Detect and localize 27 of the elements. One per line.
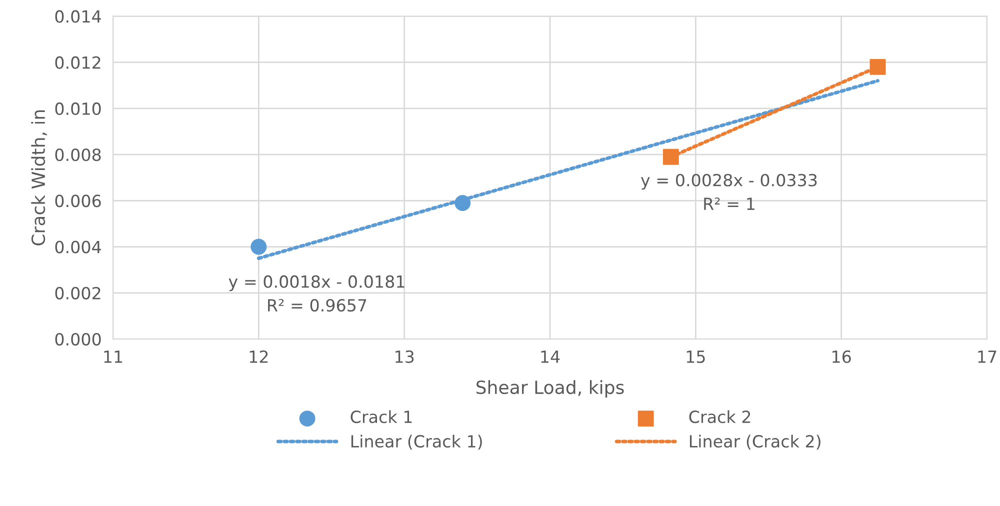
y-tick-label: 0.010: [55, 102, 101, 115]
legend-label: Linear (Crack 1): [351, 434, 482, 450]
x-tick-label: 17: [978, 350, 996, 363]
point: [870, 58, 886, 75]
y-tick-label: 0.006: [55, 194, 101, 208]
point: [250, 238, 267, 255]
legend-label: Crack 2: [689, 410, 750, 424]
x-tick-label: 13: [396, 350, 414, 364]
x-tick-label: 14: [541, 350, 560, 363]
annotation: y = 0.0028x - 0.0333 R² = 1: [640, 174, 817, 210]
legend-label: Linear (Crack 2): [690, 434, 820, 450]
y-tick-label: 0.008: [55, 148, 101, 162]
annotation: y = 0.0018x - 0.0181 R² = 0.9657: [228, 275, 404, 312]
point: [454, 194, 471, 211]
y-axis-title: Crack Width, in: [31, 110, 47, 246]
legend-label: Crack 1: [350, 410, 412, 424]
x-axis-title: Shear Load, kips: [476, 380, 624, 398]
x-tick-label: 12: [250, 350, 268, 363]
y-tick-label: 0.004: [55, 240, 101, 254]
x-tick-label: 11: [104, 350, 122, 363]
y-tick-label: 0.014: [55, 10, 101, 23]
x-tick-label: 15: [686, 350, 705, 364]
y-tick-label: 0.012: [55, 56, 100, 69]
point: [662, 148, 679, 165]
y-tick-label: 0.000: [55, 332, 101, 346]
x-tick-label: 16: [832, 350, 851, 364]
y-tick-label: 0.002: [55, 286, 100, 300]
